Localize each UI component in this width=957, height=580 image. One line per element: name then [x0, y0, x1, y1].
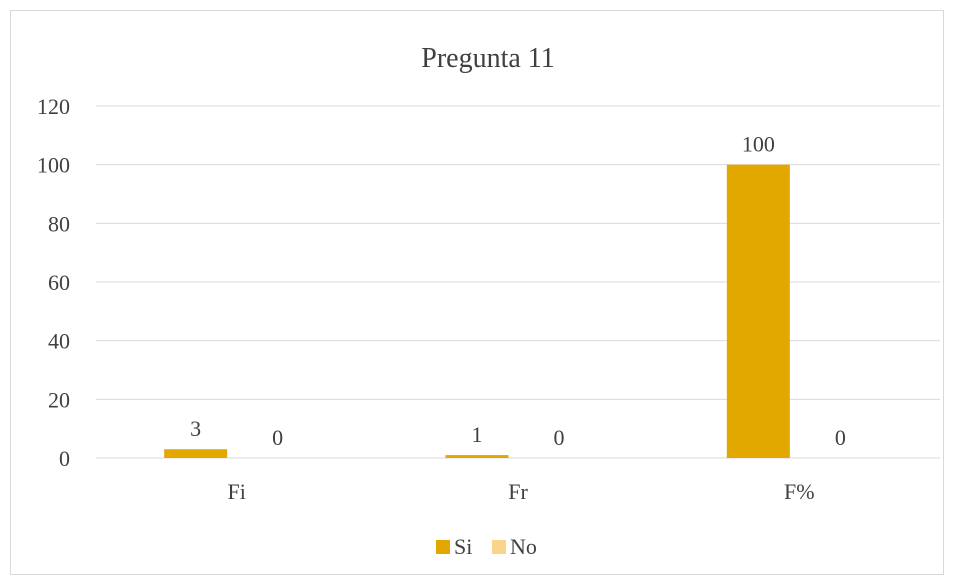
- y-tick-label: 80: [48, 211, 70, 236]
- data-label: 100: [742, 132, 775, 157]
- data-label: 3: [190, 416, 201, 441]
- x-category-label: Fr: [508, 479, 528, 504]
- chart-title: Pregunta 11: [421, 43, 555, 74]
- y-tick-label: 20: [48, 387, 70, 412]
- bars: [164, 164, 790, 458]
- bar-si: [164, 449, 228, 458]
- y-tick-label: 40: [48, 329, 70, 354]
- y-tick-label: 0: [59, 446, 70, 471]
- x-category-label: Fi: [227, 479, 245, 504]
- legend-label: No: [510, 534, 537, 559]
- legend-label: Si: [454, 534, 472, 559]
- y-axis-ticks: 0 20 40 60 80 100 120: [37, 94, 70, 471]
- data-labels: 3 0 1 0 100 0: [190, 132, 846, 450]
- legend-swatch-no: [492, 540, 506, 554]
- data-label: 0: [272, 425, 283, 450]
- legend: Si No: [436, 534, 537, 559]
- legend-swatch-si: [436, 540, 450, 554]
- data-label: 1: [472, 422, 483, 447]
- y-tick-label: 120: [37, 94, 70, 119]
- bar-si: [445, 455, 509, 458]
- x-axis-categories: Fi Fr F%: [227, 479, 814, 504]
- grid-lines: [96, 105, 940, 459]
- data-label: 0: [554, 425, 565, 450]
- bar-si: [726, 164, 790, 458]
- y-tick-label: 100: [37, 153, 70, 178]
- data-label: 0: [835, 425, 846, 450]
- y-tick-label: 60: [48, 270, 70, 295]
- x-category-label: F%: [784, 479, 815, 504]
